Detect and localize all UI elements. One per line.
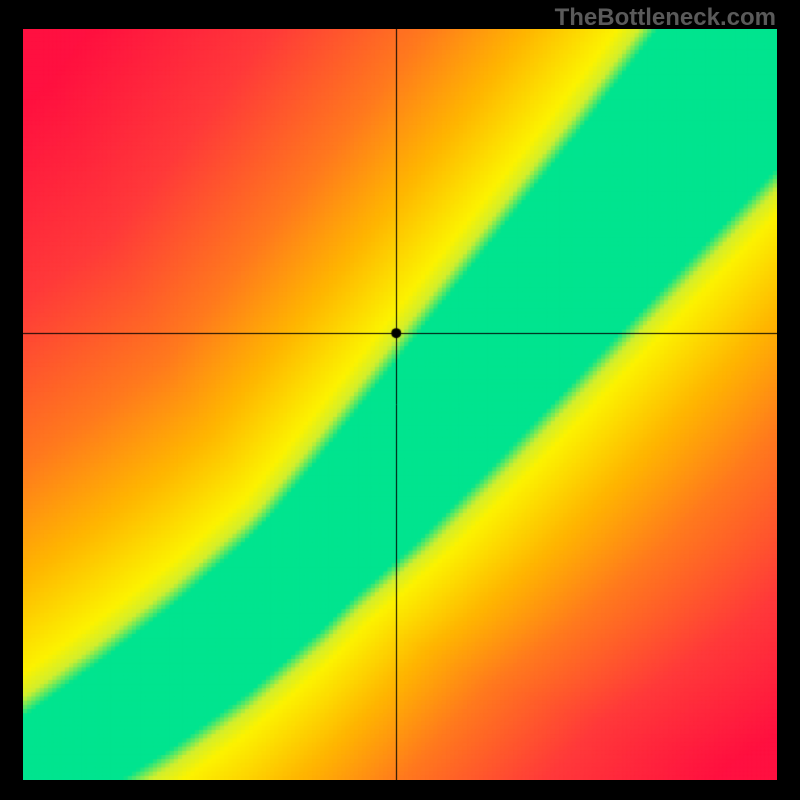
bottleneck-heatmap — [23, 29, 777, 780]
watermark-text: TheBottleneck.com — [555, 4, 776, 32]
chart-container: TheBottleneck.com — [0, 0, 800, 800]
